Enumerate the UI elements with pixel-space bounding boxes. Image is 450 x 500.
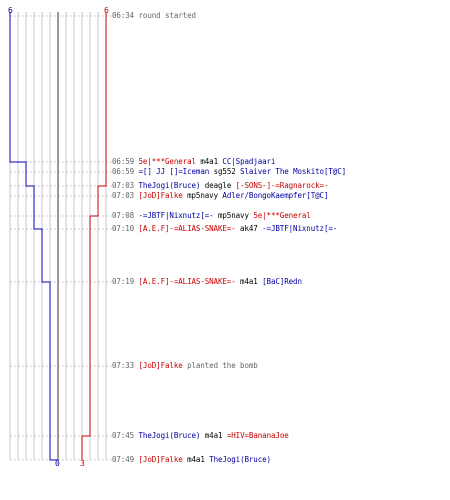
event-row: 06:34 round started xyxy=(112,11,196,21)
event-time: 07:19 xyxy=(112,277,135,286)
event-text: [-SONS-]-=Ragnarock=- xyxy=(235,181,329,190)
event-text: [JoD]Falke xyxy=(138,455,183,464)
event-row: 06:59 =[] JJ []=Iceman sg552 Slaiver The… xyxy=(112,167,346,177)
event-row: 07:45 TheJogi(Bruce) m4a1 =HIV=BananaJoe xyxy=(112,431,289,441)
event-row: 07:19 [A.E.F]-=ALIAS-SNAKE=- m4a1 [BaC]R… xyxy=(112,277,302,287)
red-end-count: 3 xyxy=(80,459,85,468)
event-time: 07:49 xyxy=(112,455,135,464)
event-text: m4a1 xyxy=(235,277,263,286)
event-time: 07:10 xyxy=(112,224,135,233)
event-text: round started xyxy=(138,11,197,20)
event-text: -=JBTF|Nixnutz[=- xyxy=(262,224,338,233)
event-time: 06:59 xyxy=(112,157,135,166)
event-row: 07:49 [JoD]Falke m4a1 TheJogi(Bruce) xyxy=(112,455,271,465)
event-row: 07:10 [A.E.F]-=ALIAS-SNAKE=- ak47 -=JBTF… xyxy=(112,224,337,234)
event-text: Slaiver The Moskito[T@C] xyxy=(240,167,347,176)
event-text: deagle xyxy=(200,181,236,190)
event-text: CC|Spadjaari xyxy=(222,157,276,166)
red-start-count: 6 xyxy=(104,6,109,15)
event-text: ak47 xyxy=(235,224,263,233)
event-text: 5e|***General xyxy=(138,157,197,166)
event-text: [JoD]Falke xyxy=(138,361,183,370)
event-time: 07:03 xyxy=(112,181,135,190)
event-text: 5e|***General xyxy=(253,211,311,220)
event-row: 07:08 -=JBTF|Nixnutz[=- mp5navy 5e|***Ge… xyxy=(112,211,311,221)
blue-end-count: 0 xyxy=(55,459,60,468)
event-text: TheJogi(Bruce) xyxy=(138,181,201,190)
event-text: m4a1 xyxy=(195,157,223,166)
event-text: TheJogi(Bruce) xyxy=(209,455,271,464)
event-text: [BaC]Redn xyxy=(262,277,302,286)
event-text: -=JBTF|Nixnutz[=- xyxy=(138,211,214,220)
event-time: 06:34 xyxy=(112,11,135,20)
event-row: 07:03 TheJogi(Bruce) deagle [-SONS-]-=Ra… xyxy=(112,181,328,191)
event-text: mp5navy xyxy=(182,191,223,200)
event-row: 06:59 5e|***General m4a1 CC|Spadjaari xyxy=(112,157,276,167)
event-text: =HIV=BananaJoe xyxy=(226,431,289,440)
event-time: 06:59 xyxy=(112,167,135,176)
event-text: planted the bomb xyxy=(182,361,258,370)
event-text: Adler/BongoKaempfer[T@C] xyxy=(222,191,329,200)
blue-team-line xyxy=(9,12,58,461)
event-text: [JoD]Falke xyxy=(138,191,183,200)
event-text: sg552 xyxy=(209,167,241,176)
event-text: [A.E.F]-=ALIAS-SNAKE=- xyxy=(138,277,236,286)
event-time: 07:08 xyxy=(112,211,135,220)
blue-start-count: 6 xyxy=(8,6,13,15)
event-text: TheJogi(Bruce) xyxy=(138,431,201,440)
event-text: [A.E.F]-=ALIAS-SNAKE=- xyxy=(138,224,236,233)
red-team-line xyxy=(81,12,107,460)
event-text: =[] JJ []=Iceman xyxy=(138,167,210,176)
event-row: 07:03 [JoD]Falke mp5navy Adler/BongoKaem… xyxy=(112,191,328,201)
event-text: mp5navy xyxy=(213,211,254,220)
event-text: m4a1 xyxy=(200,431,227,440)
event-time: 07:45 xyxy=(112,431,135,440)
event-row: 07:33 [JoD]Falke planted the bomb xyxy=(112,361,258,371)
event-time: 07:33 xyxy=(112,361,135,370)
event-time: 07:03 xyxy=(112,191,135,200)
event-text: m4a1 xyxy=(182,455,210,464)
